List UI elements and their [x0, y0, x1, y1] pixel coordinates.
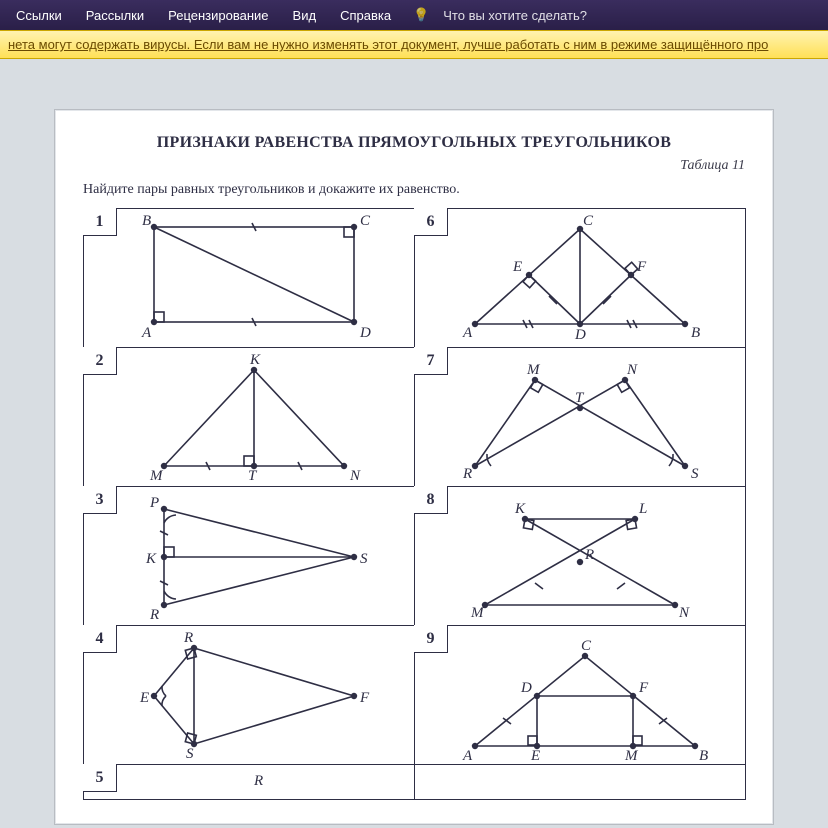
svg-text:R: R — [149, 607, 159, 623]
tell-me-search[interactable]: Что вы хотите сделать? — [433, 4, 597, 27]
cell-number: 7 — [414, 347, 448, 375]
svg-text:C: C — [360, 213, 371, 229]
cell-5: 5 R — [84, 765, 415, 800]
cell-4: 4 — [84, 626, 415, 765]
svg-text:K: K — [145, 551, 157, 567]
cell-6: 6 — [415, 209, 746, 348]
svg-text:B: B — [699, 748, 708, 764]
menu-item-review[interactable]: Рецензирование — [158, 4, 278, 27]
svg-text:F: F — [638, 680, 649, 696]
svg-text:N: N — [626, 362, 638, 378]
warning-text: нета могут содержать вирусы. Если вам не… — [8, 37, 768, 52]
figure-6: A B C D E F — [415, 209, 745, 347]
cell-number: 2 — [83, 347, 117, 375]
svg-text:R: R — [462, 466, 472, 482]
bulb-icon: 💡 — [413, 7, 429, 23]
svg-text:E: E — [512, 259, 522, 275]
figure-2: K M T N — [84, 348, 414, 486]
protected-view-warning: нета могут содержать вирусы. Если вам не… — [0, 30, 828, 59]
figure-9: C D F A E M B — [415, 626, 745, 764]
svg-text:R: R — [183, 630, 193, 646]
svg-text:S: S — [691, 466, 699, 482]
svg-text:K: K — [514, 501, 526, 517]
document-area: ПРИЗНАКИ РАВЕНСТВА ПРЯМОУГОЛЬНЫХ ТРЕУГОЛ… — [0, 59, 828, 825]
menu-item-view[interactable]: Вид — [283, 4, 327, 27]
cell-number: 8 — [414, 486, 448, 514]
svg-text:N: N — [678, 605, 690, 621]
menu-item-links[interactable]: Ссылки — [6, 4, 72, 27]
svg-text:K: K — [249, 352, 261, 368]
svg-text:F: F — [636, 259, 647, 275]
svg-text:F: F — [359, 690, 370, 706]
svg-text:S: S — [360, 551, 368, 567]
cell-3: 3 — [84, 487, 415, 626]
svg-text:C: C — [581, 638, 592, 654]
cell-10 — [415, 765, 746, 800]
page-title: ПРИЗНАКИ РАВЕНСТВА ПРЯМОУГОЛЬНЫХ ТРЕУГОЛ… — [83, 134, 745, 152]
svg-text:D: D — [574, 327, 586, 343]
svg-text:C: C — [583, 213, 594, 229]
table-number: Таблица 11 — [83, 158, 745, 174]
svg-text:E: E — [530, 748, 540, 764]
instruction: Найдите пары равных треугольников и дока… — [83, 182, 745, 198]
cell-number: 6 — [414, 208, 448, 236]
figure-4: R E S F — [84, 626, 414, 764]
svg-text:A: A — [141, 325, 152, 341]
cell-number: 4 — [83, 625, 117, 653]
svg-text:D: D — [359, 325, 371, 341]
figure-5: R — [84, 765, 414, 799]
svg-text:M: M — [624, 748, 639, 764]
cell-1: 1 — [84, 209, 415, 348]
svg-text:T: T — [248, 468, 258, 484]
cell-number: 1 — [83, 208, 117, 236]
menu-item-help[interactable]: Справка — [330, 4, 401, 27]
menu-item-mailings[interactable]: Рассылки — [76, 4, 154, 27]
problems-grid: 1 — [83, 208, 746, 800]
svg-text:R: R — [584, 547, 594, 563]
svg-text:E: E — [139, 690, 149, 706]
cell-number: 9 — [414, 625, 448, 653]
cell-2: 2 K — [84, 348, 415, 487]
page: ПРИЗНАКИ РАВЕНСТВА ПРЯМОУГОЛЬНЫХ ТРЕУГОЛ… — [54, 109, 774, 825]
svg-text:R: R — [253, 773, 263, 789]
svg-text:P: P — [149, 495, 159, 511]
svg-text:M: M — [149, 468, 164, 484]
figure-7: M N T R S — [415, 348, 745, 486]
cell-9: 9 — [415, 626, 746, 765]
svg-text:N: N — [349, 468, 361, 484]
svg-text:M: M — [526, 362, 541, 378]
cell-number: 3 — [83, 486, 117, 514]
cell-8: 8 — [415, 487, 746, 626]
cell-number: 5 — [83, 764, 117, 792]
figure-1: B C A D — [84, 209, 414, 347]
svg-text:S: S — [186, 746, 194, 762]
svg-text:D: D — [520, 680, 532, 696]
svg-text:M: M — [470, 605, 485, 621]
figure-8: K L R M N — [415, 487, 745, 625]
svg-text:A: A — [462, 748, 473, 764]
svg-text:B: B — [142, 213, 151, 229]
svg-text:L: L — [638, 501, 647, 517]
menubar: Ссылки Рассылки Рецензирование Вид Справ… — [0, 0, 828, 30]
cell-7: 7 — [415, 348, 746, 487]
svg-text:B: B — [691, 325, 700, 341]
figure-3: P K R S — [84, 487, 414, 625]
svg-text:A: A — [462, 325, 473, 341]
